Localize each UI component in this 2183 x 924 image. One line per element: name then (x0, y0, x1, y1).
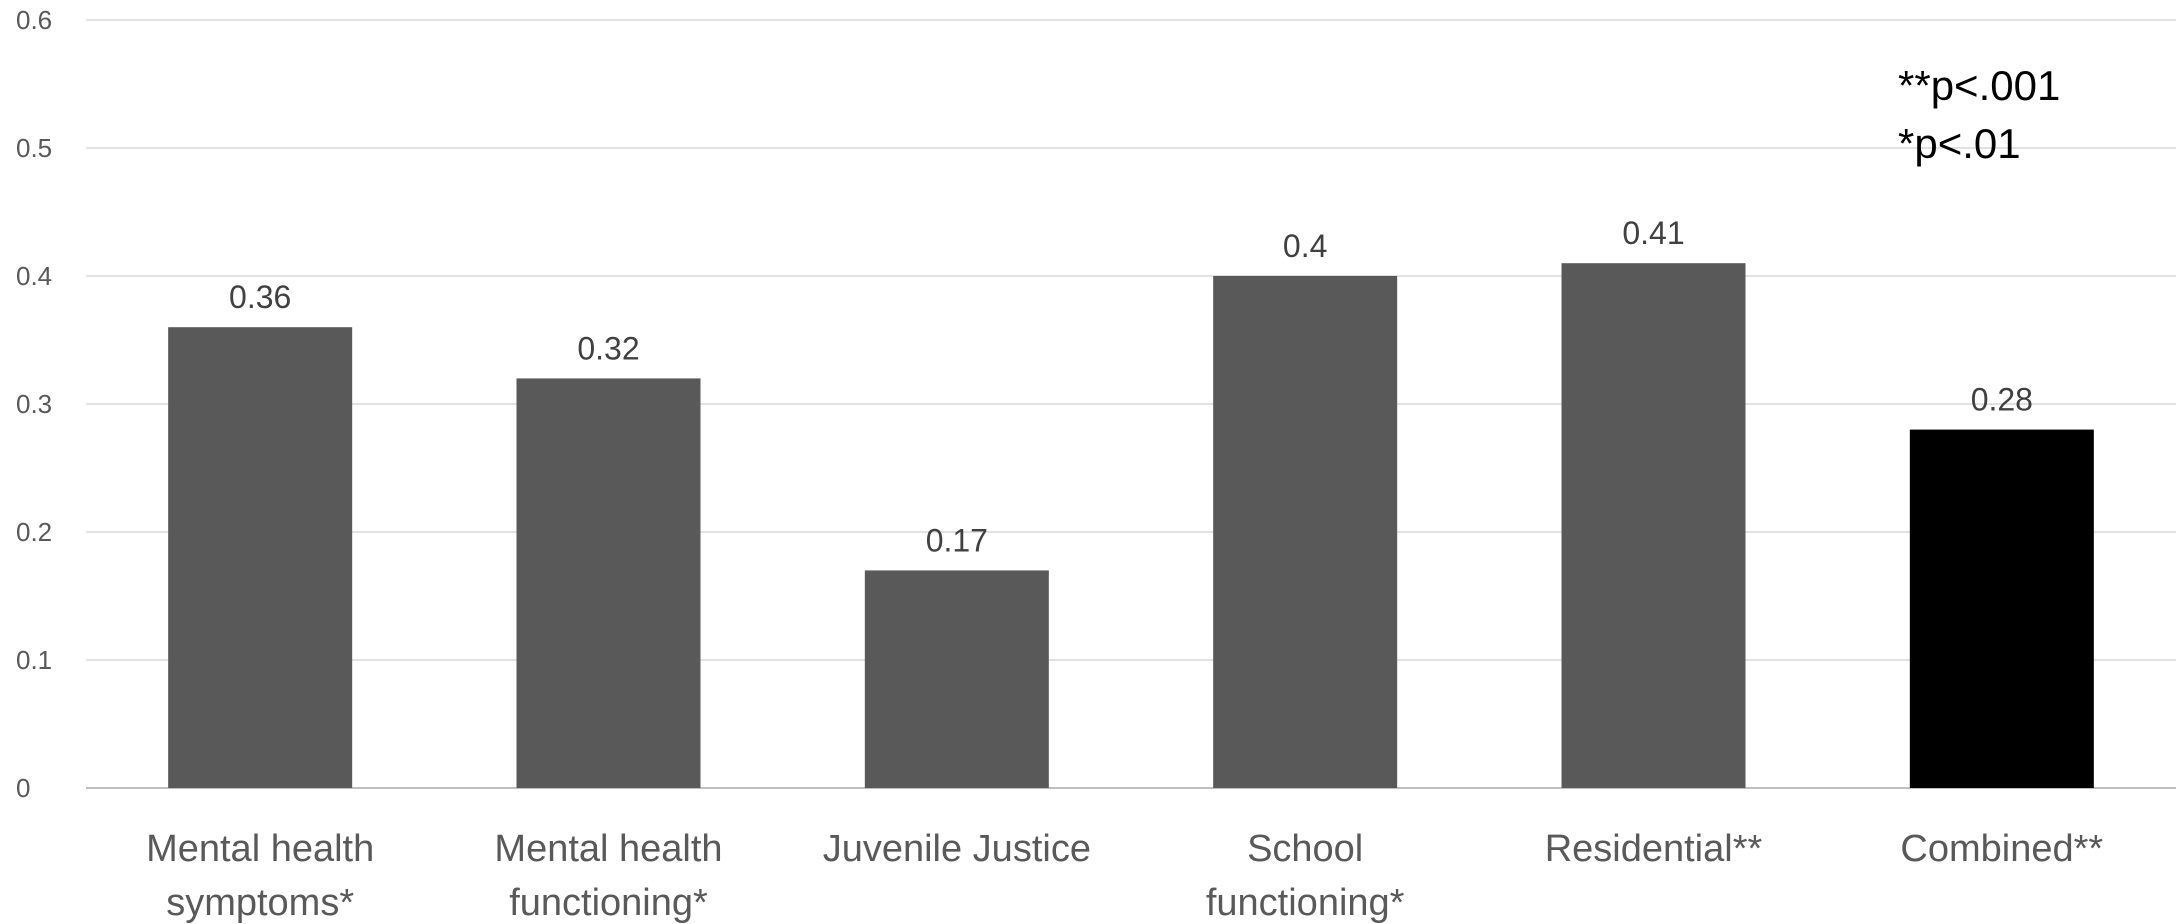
x-tick-label: Juvenile Justice (823, 828, 1091, 870)
x-tick-label: Mental health functioning* (494, 828, 722, 924)
x-tick-label: Combined** (1900, 828, 2103, 870)
data-label: 0.17 (926, 522, 988, 558)
x-axis-tick-labels: Mental health symptoms* Mental health funct… (146, 828, 2103, 924)
y-tick-label: 0.4 (16, 261, 52, 291)
y-axis-tick-labels: 0 0.1 0.2 0.3 0.4 0.5 0.6 (16, 5, 52, 803)
data-labels: 0.36 0.32 0.17 0.4 0.41 0.28 (229, 215, 2033, 558)
y-tick-label: 0.3 (16, 389, 52, 419)
gridlines (86, 19, 2176, 789)
bar (516, 378, 701, 788)
significance-note-line-2: *p<.01 (1898, 120, 2021, 167)
bar (1213, 276, 1398, 788)
y-tick-label: 0.6 (16, 5, 52, 35)
y-tick-label: 0.1 (16, 645, 52, 675)
significance-note: **p<.001 *p<.01 (1898, 62, 2060, 167)
data-label: 0.41 (1622, 215, 1684, 251)
x-tick-label: School functioning* (1206, 828, 1405, 924)
data-label: 0.32 (577, 330, 639, 366)
bar (864, 570, 1049, 788)
bar (168, 327, 353, 788)
significance-note-line-1: **p<.001 (1898, 62, 2060, 109)
bars (168, 263, 2094, 788)
x-tick-label: Mental health symptoms* (146, 828, 374, 924)
data-label: 0.4 (1283, 228, 1327, 264)
y-tick-label: 0.2 (16, 517, 52, 547)
bar (1561, 263, 1746, 788)
data-label: 0.36 (229, 279, 291, 315)
y-tick-label: 0.5 (16, 133, 52, 163)
x-tick-label: Residential** (1545, 828, 1763, 870)
y-tick-label: 0 (16, 773, 30, 803)
data-label: 0.28 (1971, 382, 2033, 418)
bar (1909, 429, 2094, 788)
